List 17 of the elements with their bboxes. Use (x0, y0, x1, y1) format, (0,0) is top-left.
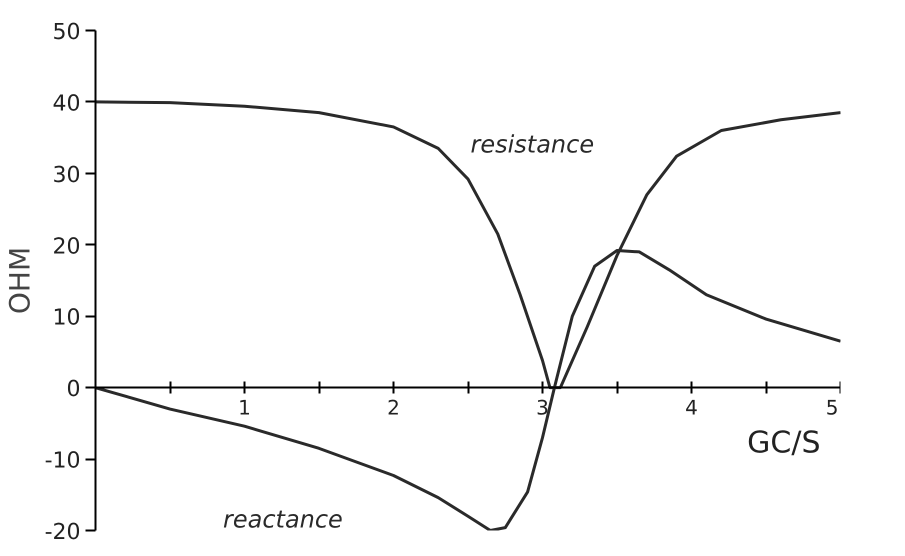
series-label: reactance (223, 506, 343, 534)
y-tick-label: 0 (66, 377, 81, 402)
x-tick-label: 4 (685, 396, 698, 420)
x-axis-title: GC/S (747, 426, 821, 460)
x-tick-label: 1 (238, 396, 251, 420)
y-tick-label: 20 (52, 234, 81, 260)
y-axis-title: OHM (4, 246, 37, 314)
x-tick-label: 2 (387, 396, 400, 420)
y-tick-label: 40 (52, 91, 81, 116)
x-tick-label: 3 (536, 396, 549, 420)
series-label: resistance (470, 130, 594, 158)
y-tick-label: 30 (52, 162, 81, 188)
y-tick-label: -10 (44, 448, 81, 474)
x-tick-label: 5 (826, 396, 839, 420)
y-tick-label: 50 (52, 20, 81, 45)
y-tick-label: -20 (44, 520, 81, 545)
y-tick-label: 10 (52, 306, 81, 331)
